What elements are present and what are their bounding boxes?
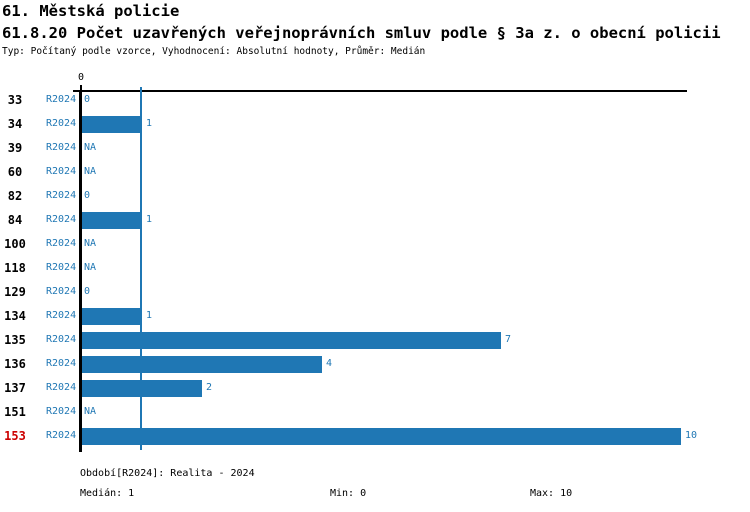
row-period-label: R2024	[46, 358, 77, 369]
bar-value-label: 0	[84, 94, 91, 105]
row-category-label: 135	[4, 333, 26, 347]
bar	[82, 428, 681, 445]
row-period-label: R2024	[46, 142, 77, 153]
row-category-label: 60	[7, 165, 23, 179]
footer-period: Období[R2024]: Realita - 2024	[80, 468, 255, 479]
row-category-label: 39	[7, 141, 23, 155]
row-category-label: 118	[4, 261, 26, 275]
bar	[82, 308, 142, 325]
footer-min: Min: 0	[330, 488, 367, 499]
row-category-label: 136	[4, 357, 26, 371]
bar-value-label: 0	[84, 190, 91, 201]
row-period-label: R2024	[46, 310, 77, 321]
bar	[82, 332, 501, 349]
bar-value-label: NA	[84, 238, 97, 249]
bar	[82, 356, 322, 373]
chart-subtitle: Typ: Počítaný podle vzorce, Vyhodnocení:…	[2, 46, 426, 57]
row-period-label: R2024	[46, 262, 77, 273]
row-period-label: R2024	[46, 214, 77, 225]
row-category-label: 100	[4, 237, 26, 251]
row-period-label: R2024	[46, 190, 77, 201]
row-category-label: 134	[4, 309, 26, 323]
row-category-label: 151	[4, 405, 26, 419]
chart-title: 61.8.20 Počet uzavřených veřejnoprávních…	[2, 24, 721, 42]
axis-line	[73, 90, 687, 92]
bar	[82, 212, 142, 229]
row-category-label: 129	[4, 285, 26, 299]
bar-value-label: 10	[685, 430, 698, 441]
bar-value-label: NA	[84, 406, 97, 417]
axis-tick-label: 0	[77, 72, 85, 83]
row-category-label: 137	[4, 381, 26, 395]
bar-value-label: 0	[84, 286, 91, 297]
bar-value-label: 1	[146, 214, 153, 225]
bar-value-label: NA	[84, 166, 97, 177]
row-period-label: R2024	[46, 334, 77, 345]
row-period-label: R2024	[46, 382, 77, 393]
bar	[82, 116, 142, 133]
row-period-label: R2024	[46, 94, 77, 105]
median-line	[140, 87, 142, 450]
bar-value-label: NA	[84, 142, 97, 153]
row-category-label: 33	[7, 93, 23, 107]
row-period-label: R2024	[46, 118, 77, 129]
row-category-label: 82	[7, 189, 23, 203]
bar-value-label: 1	[146, 118, 153, 129]
row-category-label: 34	[7, 117, 23, 131]
bar-value-label: 7	[505, 334, 512, 345]
row-period-label: R2024	[46, 166, 77, 177]
row-category-label: 153	[4, 429, 26, 443]
bar-value-label: 2	[206, 382, 213, 393]
row-period-label: R2024	[46, 286, 77, 297]
row-period-label: R2024	[46, 430, 77, 441]
page-title: 61. Městská policie	[2, 2, 180, 20]
footer-median: Medián: 1	[80, 488, 135, 499]
bar-value-label: 1	[146, 310, 153, 321]
bar	[82, 380, 202, 397]
bar-value-label: 4	[326, 358, 333, 369]
axis-tick	[80, 85, 82, 91]
footer-max: Max: 10	[530, 488, 573, 499]
row-period-label: R2024	[46, 406, 77, 417]
zero-baseline	[79, 90, 82, 452]
row-category-label: 84	[7, 213, 23, 227]
row-period-label: R2024	[46, 238, 77, 249]
bar-value-label: NA	[84, 262, 97, 273]
